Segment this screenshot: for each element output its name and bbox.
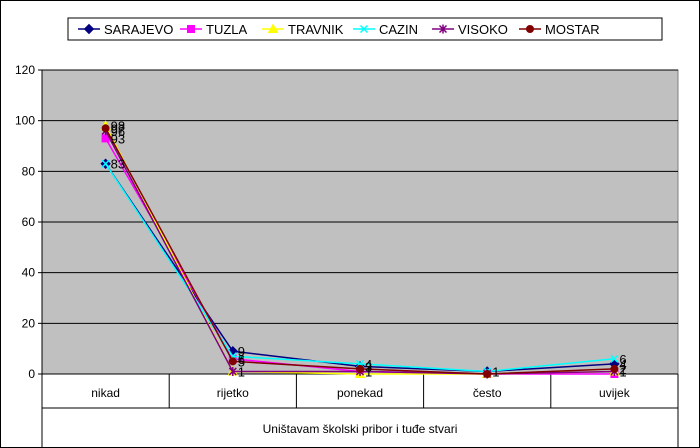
data-label: 4 [365, 357, 372, 372]
point-cazin-0 [101, 159, 110, 168]
y-tick-label: 60 [22, 215, 36, 229]
legend-marker-visoko [438, 24, 448, 34]
series-lines [100, 120, 620, 379]
point-cazin-4 [610, 354, 619, 363]
x-tick-label: uvijek [599, 386, 631, 400]
legend: SARAJEVO TUZLA TRAVNIK CAZIN VISOKO MOSTAR [67, 17, 663, 41]
x-tick-label: ponekad [337, 386, 383, 400]
data-label: 1 [365, 364, 372, 379]
y-tick-label: 0 [28, 367, 35, 381]
data-label: 5 [238, 354, 245, 369]
data-label: 97 [111, 121, 125, 136]
legend-label-travnik: TRAVNIK [288, 22, 344, 37]
data-label: 83 [111, 157, 125, 172]
gridlines [42, 69, 678, 324]
x-tick-label: često [473, 386, 502, 400]
point-mostar-4 [610, 364, 619, 373]
data-label: 7 [238, 349, 245, 364]
x-axis-title: Uništavam školski pribor i tuđe stvari [263, 422, 458, 436]
data-label: 1 [619, 364, 626, 379]
legend-marker-sarajevo [83, 23, 95, 35]
y-tick-label: 100 [15, 114, 35, 128]
legend-marker-tuzla [187, 25, 195, 33]
legend-label-cazin: CAZIN [379, 22, 418, 37]
y-tick-label: 20 [22, 316, 36, 330]
x-tick-label: rijetko [217, 386, 249, 400]
data-label: 6 [238, 352, 245, 367]
point-mostar-1 [228, 357, 237, 366]
data-label: 96 [111, 124, 125, 139]
legend-label-mostar: MOSTAR [545, 22, 600, 37]
data-label: 9 [238, 344, 245, 359]
data-label: 4 [619, 357, 626, 372]
legend-marker-cazin [359, 24, 369, 34]
point-visoko-1 [228, 366, 237, 376]
legend-marker-mostar [526, 25, 534, 33]
data-label: 98 [111, 119, 125, 134]
point-mostar-3 [483, 370, 492, 378]
y-tick-label: 120 [15, 63, 35, 77]
legend-label-sarajevo: SARAJEVO [104, 22, 173, 37]
y-tick-label: 40 [22, 266, 36, 280]
data-label: 1 [238, 364, 245, 379]
data-label: 6 [619, 352, 626, 367]
point-mostar-0 [101, 124, 110, 133]
legend-label-tuzla: TUZLA [206, 22, 248, 37]
y-tick-label: 80 [22, 164, 36, 178]
x-tick-label: nikad [91, 386, 120, 400]
legend-marker-travnik [267, 23, 279, 33]
data-label: 3 [365, 359, 372, 374]
legend-label-visoko: VISOKO [458, 22, 508, 37]
data-label: 2 [619, 362, 626, 377]
data-label: 1 [492, 364, 499, 379]
point-mostar-2 [356, 364, 364, 373]
data-label: 93 [111, 131, 125, 146]
